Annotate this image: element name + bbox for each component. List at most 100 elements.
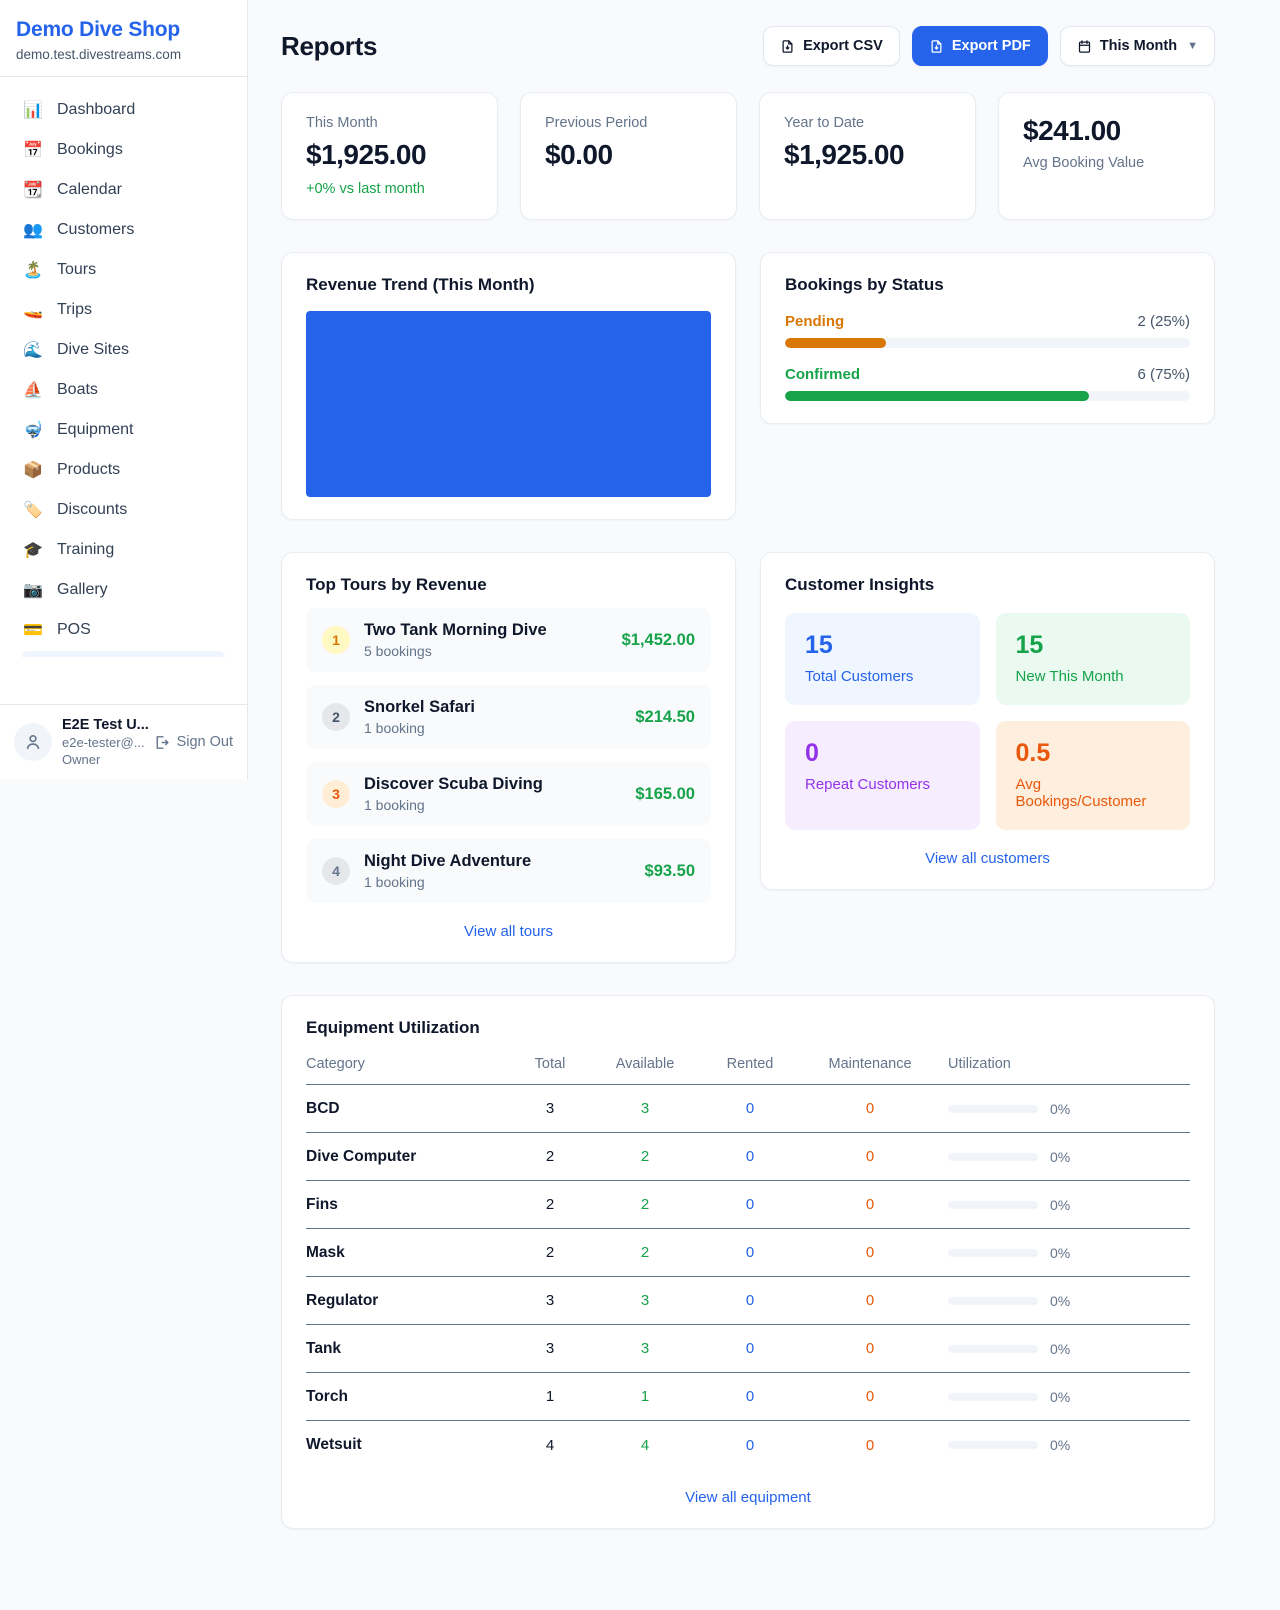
stat-label: This Month — [306, 115, 378, 131]
progress-track — [785, 391, 1190, 401]
insight-value: 0 — [805, 739, 819, 767]
stat-value: $1,925.00 — [784, 139, 905, 170]
person-icon — [26, 734, 40, 750]
tour-name: Two Tank Morning Dive — [364, 621, 547, 639]
export-csv-button[interactable]: Export CSV — [763, 26, 900, 66]
equipment-utilization-cell: 0% — [940, 1293, 1190, 1309]
sidebar-item-dashboard[interactable]: 📊 Dashboard — [12, 91, 235, 129]
equipment-available: 3 — [640, 1292, 650, 1309]
equipment-maintenance: 0 — [865, 1292, 875, 1309]
status-count: 6 (75%) — [1137, 366, 1190, 383]
equipment-available: 2 — [640, 1148, 650, 1165]
sidebar-item-equipment[interactable]: 🤿 Equipment — [12, 411, 235, 449]
equipment-total: 2 — [545, 1244, 555, 1261]
sidebar-item-trips[interactable]: 🚤 Trips — [12, 291, 235, 329]
insight-tile-repeat-customers: 0 Repeat Customers — [785, 721, 980, 830]
export-csv-label: Export CSV — [803, 38, 883, 54]
sidebar-item-boats[interactable]: ⛵ Boats — [12, 371, 235, 409]
sidebar-item-label: Dive Sites — [57, 341, 130, 358]
table-row: BCD 3 3 0 0 0% — [306, 1085, 1190, 1133]
sidebar-item-tours[interactable]: 🏝️ Tours — [12, 251, 235, 289]
status-count: 2 (25%) — [1137, 313, 1190, 330]
equipment-available: 1 — [640, 1388, 650, 1405]
equipment-maintenance: 0 — [865, 1244, 875, 1261]
sailboat-icon: ⛵ — [23, 382, 43, 399]
equipment-total: 3 — [545, 1340, 555, 1357]
view-all-tours-link[interactable]: View all tours — [464, 923, 553, 940]
sidebar-item-bookings[interactable]: 📅 Bookings — [12, 131, 235, 169]
stat-value: $241.00 — [1023, 115, 1121, 146]
tour-name: Snorkel Safari — [364, 698, 475, 716]
sidebar-item-training[interactable]: 🎓 Training — [12, 531, 235, 569]
sidebar-item-products[interactable]: 📦 Products — [12, 451, 235, 489]
sidebar-item-reports-partial[interactable] — [22, 651, 225, 657]
revenue-trend-card: Revenue Trend (This Month) — [281, 252, 736, 520]
sidebar-item-calendar[interactable]: 📆 Calendar — [12, 171, 235, 209]
speedboat-icon: 🚤 — [23, 302, 43, 319]
view-all-customers-link[interactable]: View all customers — [925, 850, 1050, 867]
tour-row[interactable]: 3 Discover Scuba Diving 1 booking $165.00 — [306, 762, 711, 826]
sign-out-button[interactable]: Sign Out — [153, 734, 233, 751]
shop-name: Demo Dive Shop — [16, 18, 181, 41]
sidebar-item-label: Calendar — [57, 181, 122, 198]
stats-row: This Month $1,925.00 +0% vs last month P… — [281, 92, 1215, 220]
bookings-by-status-card: Bookings by Status Pending 2 (25%) Confi… — [760, 252, 1215, 424]
sidebar-item-label: Discounts — [57, 501, 128, 518]
insight-tile-avg-bookings: 0.5 Avg Bookings/Customer — [995, 721, 1190, 830]
tear-calendar-icon: 📆 — [23, 182, 43, 199]
tour-row[interactable]: 4 Night Dive Adventure 1 booking $93.50 — [306, 839, 711, 903]
utilization-percent: 0% — [1050, 1148, 1071, 1165]
sidebar-item-label: Bookings — [57, 141, 123, 158]
progress-fill-pending — [785, 338, 887, 348]
sidebar-item-label: Trips — [57, 301, 92, 318]
sidebar-item-dive-sites[interactable]: 🌊 Dive Sites — [12, 331, 235, 369]
tour-row[interactable]: 1 Two Tank Morning Dive 5 bookings $1,452… — [306, 608, 711, 672]
equipment-utilization-cell: 0% — [940, 1341, 1190, 1357]
status-label: Confirmed — [785, 366, 860, 383]
sidebar-item-customers[interactable]: 👥 Customers — [12, 211, 235, 249]
tour-bookings: 1 booking — [364, 874, 425, 890]
package-icon: 📦 — [23, 462, 43, 479]
calendar-icon: 📅 — [23, 142, 43, 159]
equipment-category: Tank — [306, 1339, 342, 1357]
table-row: Wetsuit 4 4 0 0 0% — [306, 1421, 1190, 1469]
sidebar-item-label: Boats — [57, 381, 98, 398]
equipment-category: Fins — [306, 1195, 338, 1213]
tour-amount: $165.00 — [635, 784, 695, 803]
revenue-trend-title: Revenue Trend (This Month) — [306, 275, 535, 294]
main-content: Reports Export CSV Export PDF This Month… — [248, 0, 1280, 1609]
table-row: Torch 1 1 0 0 0% — [306, 1373, 1190, 1421]
rank-badge: 2 — [322, 703, 350, 731]
utilization-percent: 0% — [1050, 1244, 1071, 1261]
tour-row[interactable]: 2 Snorkel Safari 1 booking $214.50 — [306, 685, 711, 749]
sidebar-item-pos[interactable]: 💳 POS — [12, 611, 235, 649]
stat-card-this-month: This Month $1,925.00 +0% vs last month — [281, 92, 498, 220]
row-revenue-status: Revenue Trend (This Month) Bookings by S… — [281, 252, 1215, 520]
stat-card-previous-period: Previous Period $0.00 — [520, 92, 737, 220]
equipment-available: 2 — [640, 1196, 650, 1213]
equipment-rented: 0 — [745, 1436, 755, 1454]
sidebar-item-discounts[interactable]: 🏷️ Discounts — [12, 491, 235, 529]
export-pdf-button[interactable]: Export PDF — [911, 26, 1048, 66]
insight-value: 15 — [805, 631, 833, 659]
sidebar-item-gallery[interactable]: 📷 Gallery — [12, 571, 235, 609]
equipment-maintenance: 0 — [865, 1100, 875, 1117]
equipment-maintenance: 0 — [865, 1388, 875, 1405]
equipment-total: 3 — [545, 1100, 555, 1117]
tour-bookings: 1 booking — [364, 720, 425, 736]
col-header-utilization: Utilization — [948, 1056, 1011, 1072]
stat-label: Previous Period — [545, 115, 648, 131]
tour-amount: $214.50 — [635, 707, 695, 726]
export-pdf-label: Export PDF — [951, 38, 1031, 54]
equipment-utilization-cell: 0% — [940, 1437, 1190, 1453]
utilization-percent: 0% — [1050, 1100, 1071, 1117]
utilization-track — [948, 1392, 1038, 1401]
equipment-total: 2 — [545, 1196, 555, 1213]
view-all-equipment-link[interactable]: View all equipment — [685, 1489, 811, 1506]
document-export-icon — [782, 39, 793, 53]
equipment-rented: 0 — [745, 1148, 755, 1165]
period-dropdown[interactable]: This Month ▼ — [1059, 26, 1215, 66]
revenue-trend-chart — [306, 311, 711, 497]
user-email: e2e-tester@... — [62, 735, 145, 750]
col-header-total: Total — [534, 1056, 566, 1072]
